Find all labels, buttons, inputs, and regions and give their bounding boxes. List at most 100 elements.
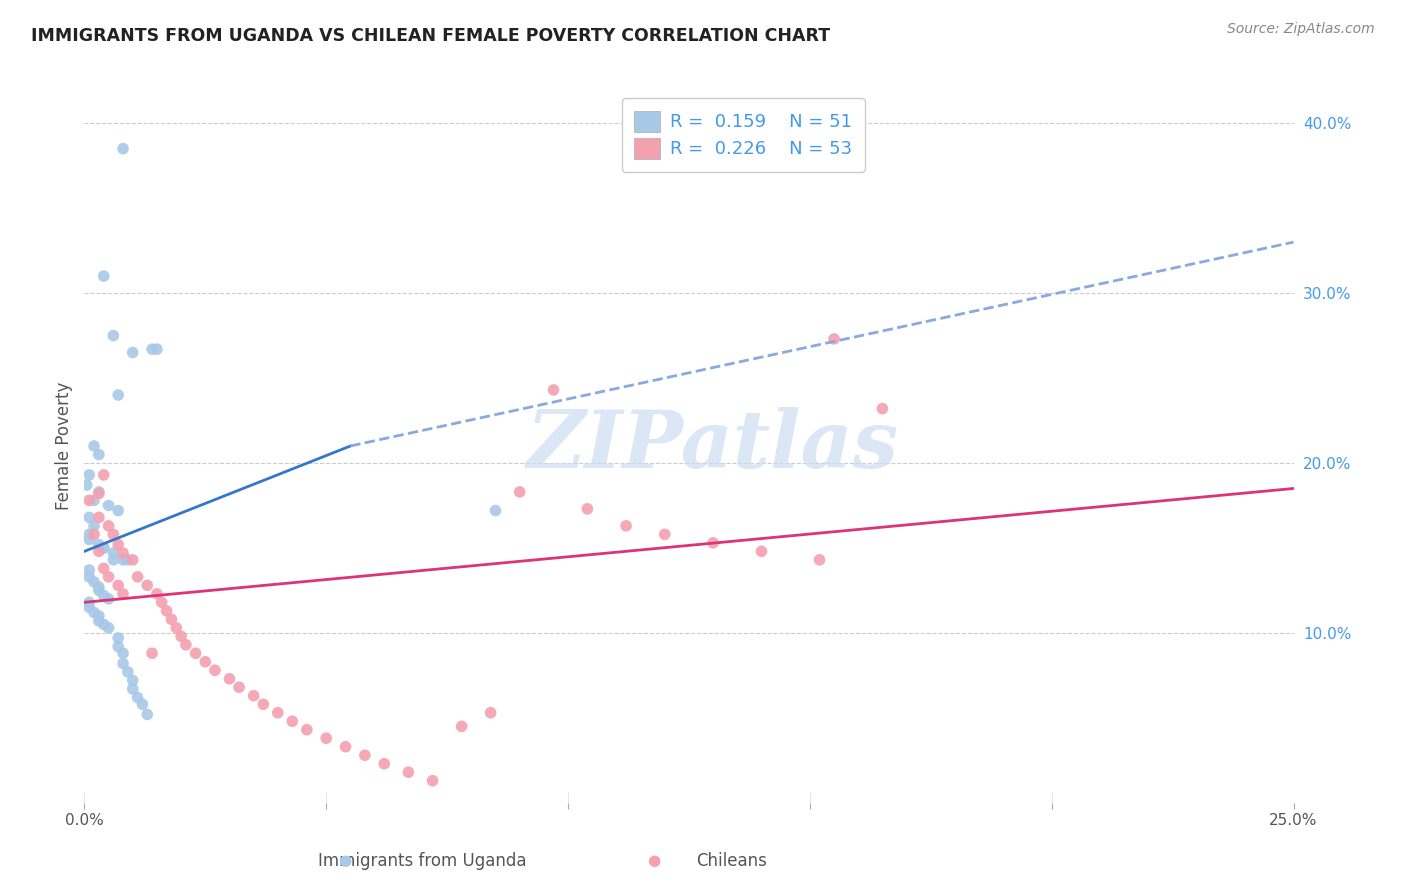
Point <box>83 527 105 541</box>
Point <box>576 501 599 516</box>
Point <box>267 706 290 720</box>
Point <box>107 388 129 402</box>
Point <box>155 604 177 618</box>
Point <box>121 553 143 567</box>
Point <box>77 595 100 609</box>
Point <box>117 665 139 679</box>
Point <box>107 578 129 592</box>
Point <box>87 510 110 524</box>
Point <box>121 673 143 688</box>
Point <box>87 486 110 500</box>
Point <box>112 546 135 560</box>
Point <box>103 527 125 541</box>
Point <box>150 595 173 609</box>
Point <box>174 638 197 652</box>
Point <box>97 621 120 635</box>
Point <box>808 553 831 567</box>
Point <box>165 621 187 635</box>
Point <box>160 612 183 626</box>
Point <box>141 342 163 356</box>
Point <box>77 600 100 615</box>
Point <box>184 646 207 660</box>
Point <box>87 580 110 594</box>
Point <box>87 544 110 558</box>
Point <box>97 519 120 533</box>
Point <box>87 484 110 499</box>
Point <box>127 690 149 705</box>
Point <box>93 541 115 555</box>
Point <box>77 493 100 508</box>
Point <box>112 142 135 156</box>
Point <box>136 578 159 592</box>
Point <box>83 574 105 589</box>
Point <box>107 503 129 517</box>
Point <box>315 731 337 746</box>
Point <box>87 614 110 628</box>
Point <box>103 553 125 567</box>
Point <box>112 587 135 601</box>
Text: Source: ZipAtlas.com: Source: ZipAtlas.com <box>1227 22 1375 37</box>
Point <box>479 706 502 720</box>
Point <box>83 606 105 620</box>
Point <box>218 672 240 686</box>
Point <box>76 478 98 492</box>
Point <box>450 719 472 733</box>
Point <box>93 269 115 284</box>
Point <box>93 617 115 632</box>
Point <box>543 383 565 397</box>
Point <box>112 553 135 567</box>
Text: ZIPatlas: ZIPatlas <box>527 408 900 484</box>
Point <box>117 553 139 567</box>
Point <box>121 681 143 696</box>
Point <box>77 510 100 524</box>
Point <box>93 467 115 482</box>
Text: Immigrants from Uganda: Immigrants from Uganda <box>318 852 526 870</box>
Point <box>396 765 419 780</box>
Point <box>77 467 100 482</box>
Y-axis label: Female Poverty: Female Poverty <box>55 382 73 510</box>
Point <box>872 401 894 416</box>
Point <box>77 533 100 547</box>
Point <box>242 689 264 703</box>
Point <box>281 714 304 729</box>
Point <box>751 544 773 558</box>
Point <box>823 332 845 346</box>
Point <box>131 698 153 712</box>
Legend: R =  0.159    N = 51, R =  0.226    N = 53: R = 0.159 N = 51, R = 0.226 N = 53 <box>621 98 865 171</box>
Point <box>146 587 169 601</box>
Point <box>136 707 159 722</box>
Point <box>83 519 105 533</box>
Point <box>654 527 676 541</box>
Point <box>141 646 163 660</box>
Text: ●: ● <box>337 854 352 868</box>
Point <box>93 561 115 575</box>
Point <box>87 583 110 598</box>
Point <box>77 563 100 577</box>
Point <box>614 519 637 533</box>
Point <box>112 657 135 671</box>
Point <box>484 503 506 517</box>
Point <box>228 680 250 694</box>
Point <box>83 439 105 453</box>
Point <box>121 345 143 359</box>
Point <box>107 537 129 551</box>
Point <box>93 589 115 603</box>
Point <box>146 342 169 356</box>
Point <box>422 773 444 788</box>
Point <box>77 527 100 541</box>
Point <box>373 756 395 771</box>
Point <box>252 698 274 712</box>
Point <box>103 328 125 343</box>
Point <box>702 536 724 550</box>
Point <box>107 640 129 654</box>
Point <box>87 537 110 551</box>
Point <box>87 448 110 462</box>
Point <box>107 631 129 645</box>
Point <box>83 493 105 508</box>
Point <box>87 608 110 623</box>
Point <box>194 655 217 669</box>
Point <box>127 570 149 584</box>
Point <box>103 546 125 560</box>
Point <box>112 646 135 660</box>
Point <box>295 723 318 737</box>
